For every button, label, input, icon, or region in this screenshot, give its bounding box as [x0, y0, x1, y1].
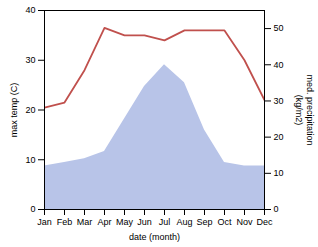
svg-text:Jan: Jan — [37, 217, 52, 227]
svg-text:Feb: Feb — [57, 217, 73, 227]
svg-text:Sep: Sep — [196, 217, 212, 227]
svg-text:20: 20 — [25, 105, 35, 115]
html-text:med. precipitation (kg/m2): med. precipitation (kg/m2) — [294, 74, 315, 145]
svg-text:Apr: Apr — [97, 217, 111, 227]
svg-text:10: 10 — [25, 155, 35, 165]
svg-text:0: 0 — [30, 204, 35, 214]
svg-text:40: 40 — [274, 60, 284, 70]
svg-text:20: 20 — [274, 132, 284, 142]
svg-text:Mar: Mar — [77, 217, 93, 227]
svg-text:30: 30 — [25, 55, 35, 65]
svg-text:Oct: Oct — [217, 217, 232, 227]
svg-text:Dec: Dec — [256, 217, 273, 227]
svg-text:0: 0 — [274, 204, 279, 214]
svg-text:Jun: Jun — [137, 217, 152, 227]
svg-text:date (month): date (month) — [129, 232, 180, 242]
svg-text:Nov: Nov — [236, 217, 253, 227]
svg-text:10: 10 — [274, 168, 284, 178]
svg-text:40: 40 — [25, 5, 35, 15]
svg-text:May: May — [116, 217, 134, 227]
svg-text:Jul: Jul — [159, 217, 171, 227]
svg-text:50: 50 — [274, 23, 284, 33]
svg-text:max temp (C): max temp (C) — [9, 83, 19, 138]
svg-text:Aug: Aug — [176, 217, 192, 227]
svg-text:30: 30 — [274, 96, 284, 106]
